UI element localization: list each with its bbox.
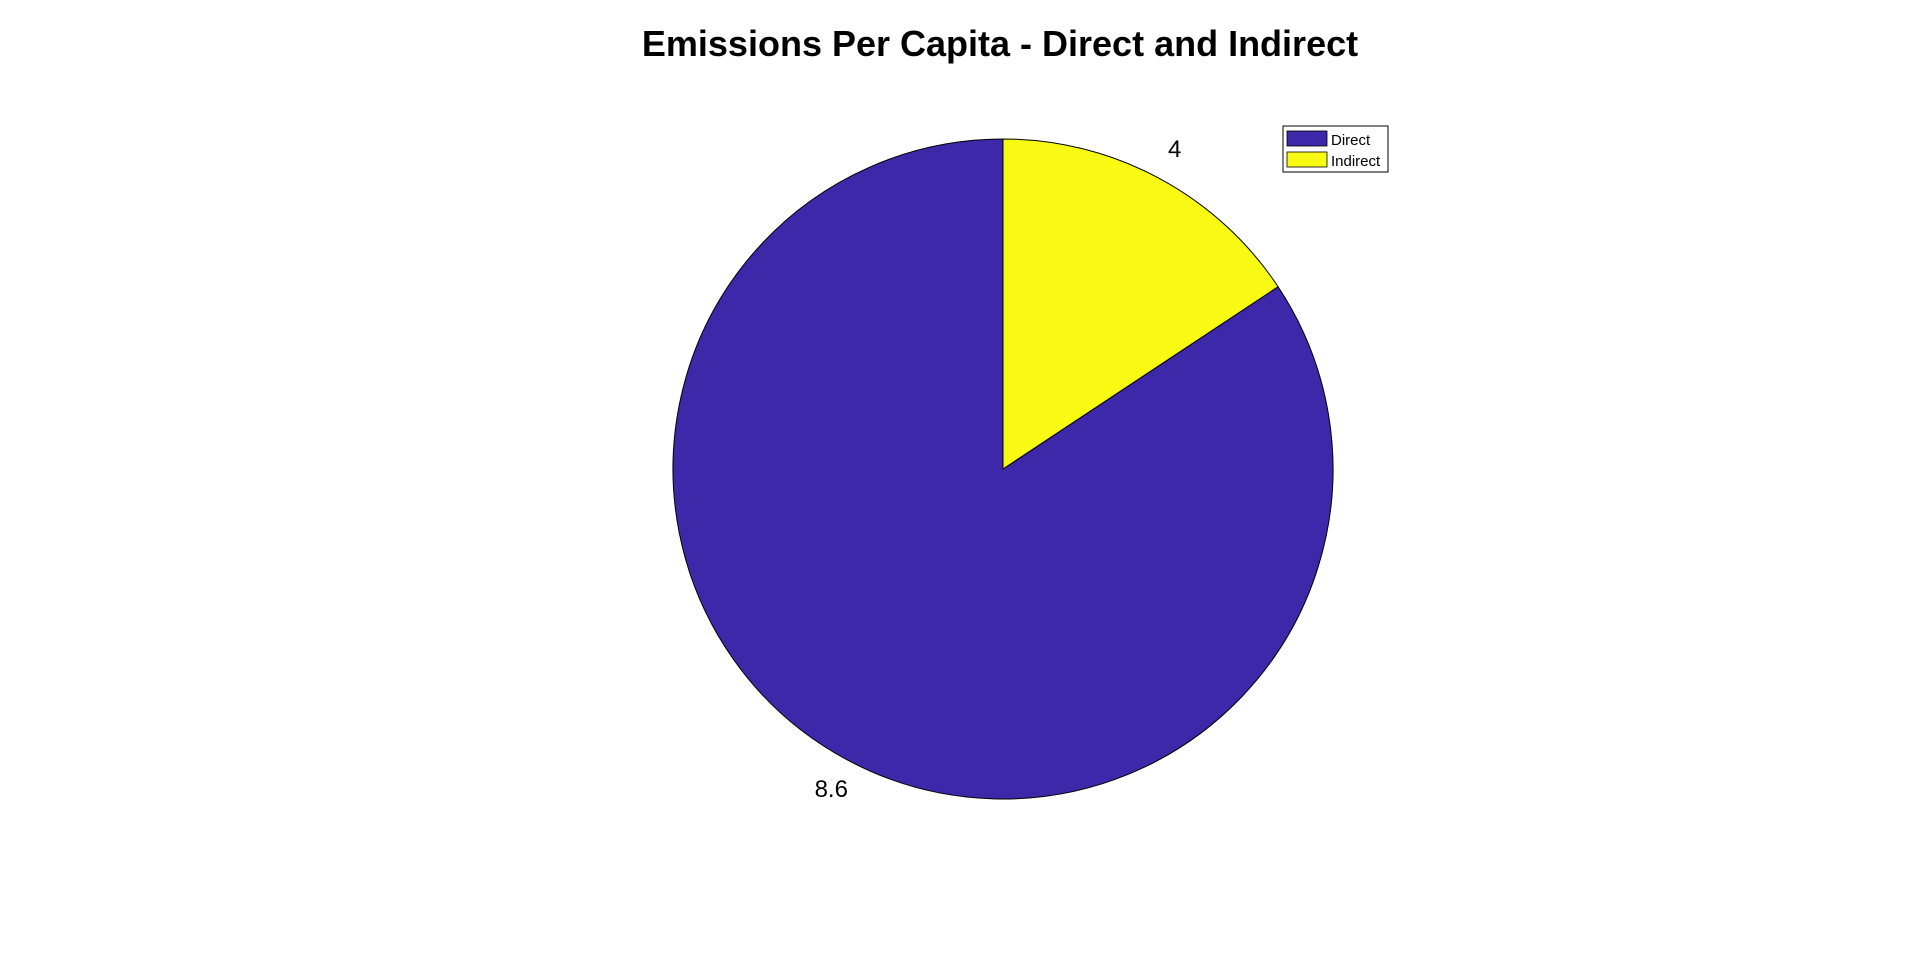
legend-label-direct: Direct — [1331, 132, 1371, 149]
legend: Direct Indirect — [1282, 125, 1389, 173]
pie-slice-indirect — [1002, 138, 1279, 470]
legend-swatch-direct — [1286, 130, 1328, 147]
slice-label-direct: 8.6 — [815, 776, 848, 803]
legend-label-indirect: Indirect — [1331, 153, 1381, 170]
chart-title: Emissions Per Capita - Direct and Indire… — [642, 23, 1358, 64]
slice-label-indirect: 4 — [1168, 136, 1181, 163]
legend-swatch-indirect — [1286, 151, 1328, 168]
